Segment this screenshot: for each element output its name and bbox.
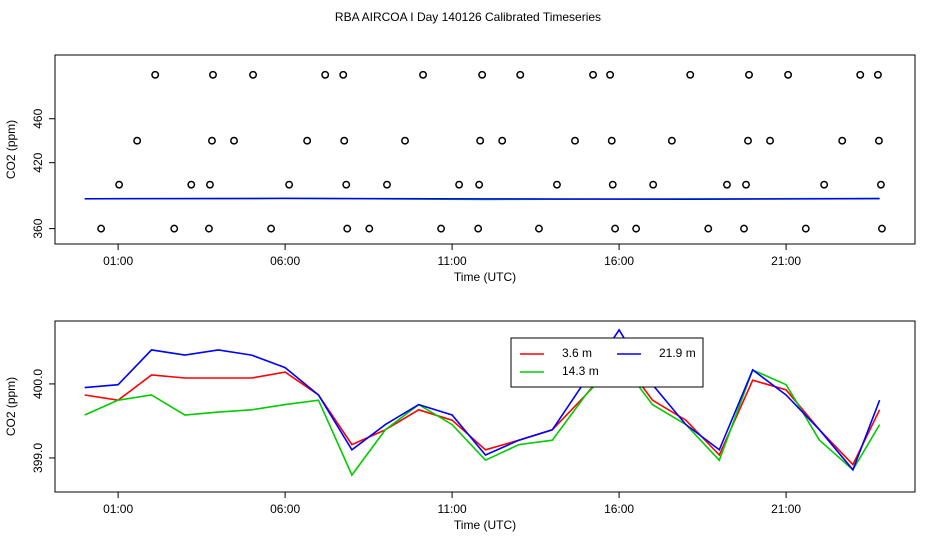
flag-point: [343, 224, 352, 233]
flag-point: [553, 180, 561, 189]
flag-point: [740, 224, 748, 233]
flag-point: [151, 70, 160, 79]
x-tick-label: 11:00: [438, 254, 467, 268]
flag-point: [649, 180, 658, 189]
y-axis-label: CO2 (ppm): [4, 377, 18, 436]
flag-point: [606, 70, 615, 79]
y-tick-label: 460: [31, 108, 45, 128]
flag-point: [873, 70, 882, 79]
flag-point: [97, 224, 106, 233]
series-line: [84, 328, 881, 472]
flag-point: [474, 224, 483, 233]
flag-point: [133, 136, 142, 145]
flag-point: [876, 180, 885, 189]
legend-label: 21.9 m: [659, 346, 696, 360]
flag-point: [455, 180, 464, 189]
flag-point: [571, 136, 579, 145]
series-line: [84, 353, 881, 466]
flag-point: [611, 224, 620, 233]
flag-point: [170, 224, 179, 233]
flag-point: [209, 70, 217, 79]
flag-point: [339, 70, 348, 79]
flag-point: [632, 224, 641, 233]
flag-point: [534, 224, 543, 233]
plot-frame: [54, 54, 916, 245]
flag-point: [365, 224, 374, 233]
flag-point: [877, 224, 886, 233]
flag-point: [516, 70, 525, 79]
flag-point: [437, 224, 446, 233]
flag-point: [874, 136, 883, 145]
x-tick-label: 16:00: [604, 254, 634, 268]
legend-label: 14.3 m: [562, 364, 599, 378]
flag-point: [744, 136, 752, 145]
x-tick-label: 01:00: [103, 502, 133, 516]
flag-point: [820, 180, 829, 189]
flag-point: [208, 136, 216, 145]
series-line: [84, 197, 880, 200]
flag-point: [686, 70, 695, 79]
flag-point: [249, 70, 258, 79]
flag-point: [856, 70, 865, 79]
y-tick-label: 360: [31, 218, 45, 238]
x-tick-label: 21:00: [771, 502, 801, 516]
legend-box: [510, 337, 704, 388]
flag-point: [401, 136, 409, 145]
flag-point: [340, 136, 349, 145]
flag-point: [589, 70, 597, 79]
flag-point: [383, 180, 391, 189]
flag-point: [742, 180, 750, 189]
flag-point: [704, 224, 713, 233]
x-axis-label: Time (UTC): [454, 270, 516, 284]
flag-point: [115, 180, 124, 189]
flag-point: [498, 136, 507, 145]
flag-point: [476, 136, 485, 145]
legend-label: 3.6 m: [562, 346, 592, 360]
flag-point: [838, 136, 847, 145]
flag-point: [267, 224, 276, 233]
x-tick-label: 06:00: [270, 502, 300, 516]
flag-point: [285, 180, 294, 189]
flag-point: [303, 136, 312, 145]
flag-point: [801, 224, 810, 233]
flag-point: [342, 180, 351, 189]
flag-point: [723, 180, 731, 189]
x-tick-label: 16:00: [604, 502, 634, 516]
flag-point: [230, 136, 238, 145]
y-tick-label: 420: [31, 152, 45, 172]
plot-frame: [54, 320, 916, 493]
flag-point: [187, 180, 196, 189]
flag-point: [419, 70, 427, 79]
flag-point: [607, 136, 616, 145]
flag-point: [766, 136, 775, 145]
y-tick-label: 400.0: [31, 369, 45, 399]
flag-point: [745, 70, 753, 79]
x-tick-label: 06:00: [270, 254, 300, 268]
page-title: RBA AIRCOA I Day 140126 Calibrated Times…: [335, 10, 601, 24]
flag-point: [206, 180, 214, 189]
x-axis-label: Time (UTC): [454, 518, 516, 532]
y-axis-label: CO2 (ppm): [4, 120, 18, 179]
x-tick-label: 21:00: [771, 254, 801, 268]
x-tick-label: 01:00: [103, 254, 133, 268]
flag-point: [667, 136, 676, 145]
y-tick-label: 399.0: [31, 443, 45, 473]
flag-point: [478, 70, 487, 79]
flag-point: [321, 70, 330, 79]
flag-point: [784, 70, 793, 79]
x-tick-label: 11:00: [438, 502, 467, 516]
flag-point: [475, 180, 484, 189]
flag-point: [205, 224, 213, 233]
flag-point: [608, 180, 617, 189]
